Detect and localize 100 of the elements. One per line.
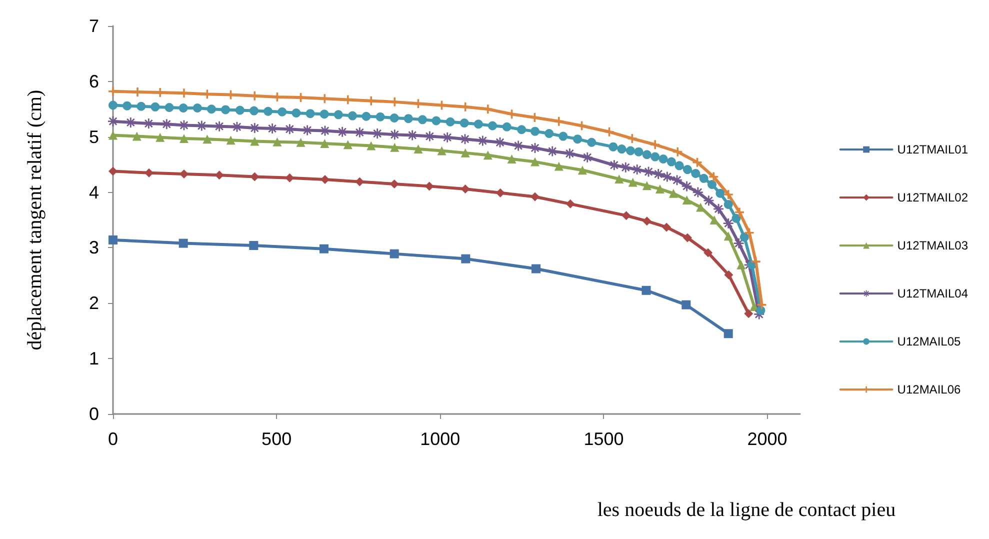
y-tick-label: 1: [88, 348, 99, 369]
point: [320, 244, 329, 254]
point: [108, 116, 118, 126]
legend-label: U12MAIL05: [897, 334, 961, 348]
point: [478, 136, 488, 146]
point: [554, 162, 564, 171]
y-axis-title: déplacement tangent relatif (cm): [24, 90, 46, 350]
point: [632, 164, 642, 175]
point: [108, 130, 118, 140]
point: [530, 142, 540, 153]
point: [716, 188, 725, 198]
point: [736, 260, 746, 270]
x-tick-label: 0: [108, 429, 118, 449]
point: [547, 146, 558, 156]
point: [302, 125, 312, 136]
point: [617, 144, 626, 154]
y-tick-label: 0: [88, 404, 99, 424]
point: [156, 132, 165, 142]
point: [672, 175, 682, 186]
point: [132, 132, 142, 141]
y-tick-label: 3: [88, 238, 99, 258]
point: [232, 122, 242, 132]
point: [530, 192, 540, 202]
point: [424, 131, 435, 142]
point: [474, 120, 483, 129]
point: [614, 174, 624, 184]
x-axis-title: les noeuds de la ligne de contact pieu: [597, 499, 896, 521]
point: [306, 109, 315, 118]
point: [178, 120, 189, 130]
x-tick-label: 500: [262, 429, 292, 449]
point: [587, 138, 596, 147]
point: [461, 254, 470, 264]
point: [196, 120, 207, 131]
point: [267, 124, 278, 134]
point: [418, 115, 427, 124]
legend-label: U12TMAIL03: [897, 238, 968, 252]
point: [628, 178, 638, 187]
point: [513, 140, 524, 151]
point: [343, 140, 352, 150]
point: [136, 102, 146, 111]
point: [179, 134, 188, 144]
point: [642, 216, 652, 226]
point: [442, 132, 452, 142]
point: [320, 110, 329, 119]
point: [662, 222, 672, 232]
point: [682, 165, 692, 174]
point: [682, 300, 691, 310]
point: [662, 172, 672, 182]
point: [460, 118, 469, 128]
point: [530, 126, 540, 136]
y-tick-label: 2: [88, 293, 99, 314]
point: [488, 121, 497, 130]
point: [390, 130, 400, 140]
point: [390, 249, 399, 258]
point: [650, 152, 660, 162]
x-tick-label: 1000: [420, 429, 460, 449]
y-tick-label: 7: [88, 16, 99, 36]
point: [502, 122, 512, 132]
point: [604, 127, 614, 136]
point: [622, 211, 631, 220]
point: [164, 102, 174, 112]
point: [235, 106, 244, 115]
point: [264, 106, 273, 116]
point: [653, 168, 664, 179]
point: [682, 233, 692, 242]
point: [573, 134, 582, 144]
point: [658, 154, 668, 164]
point: [564, 148, 575, 158]
point: [108, 100, 118, 110]
point: [249, 240, 258, 250]
legend-label: U12TMAIL04: [897, 286, 968, 300]
point: [666, 157, 676, 166]
point: [178, 104, 188, 113]
point: [691, 168, 700, 178]
x-tick-label: 1500: [584, 429, 624, 449]
point: [366, 141, 376, 150]
legend-label: U12TMAIL02: [897, 190, 968, 204]
point: [507, 110, 516, 119]
point: [404, 114, 413, 124]
point: [122, 101, 132, 110]
point: [460, 148, 470, 158]
point: [337, 126, 348, 137]
point: [414, 144, 423, 154]
point: [566, 199, 575, 208]
point: [250, 136, 260, 146]
point: [348, 111, 357, 120]
point: [517, 125, 526, 134]
y-tick-label: 4: [88, 182, 99, 202]
point: [162, 119, 172, 130]
point: [206, 104, 216, 114]
point: [530, 157, 540, 166]
point: [650, 140, 660, 150]
point: [682, 196, 692, 205]
point: [278, 107, 287, 116]
point: [644, 166, 654, 177]
point: [362, 112, 371, 121]
point: [192, 104, 202, 113]
point: [655, 184, 664, 194]
point: [460, 134, 470, 144]
point: [544, 129, 554, 138]
